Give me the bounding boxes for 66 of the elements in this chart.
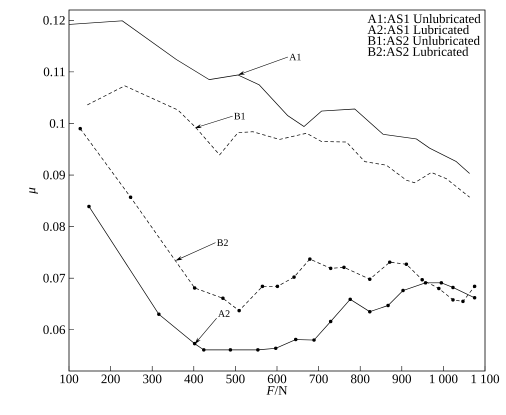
annotation: B2:AS2 Lubricated [368,46,468,56]
x-tick-label: 800 [350,374,370,384]
point [192,286,196,290]
point [348,298,352,302]
annotation: A1:AS1 Unlubricated [368,14,481,24]
annotation: A1 [289,54,301,60]
point [128,195,132,199]
point [221,296,225,300]
point [256,348,260,352]
x-tick-label: 300 [143,374,162,384]
x-tick-label: 900 [392,374,412,384]
point [328,266,332,270]
y-tick-label: 0.08 [43,222,65,232]
point [461,300,465,304]
point [78,126,82,130]
point [401,288,405,292]
point [328,320,332,324]
point [308,257,312,261]
point [437,286,441,290]
point [472,284,476,288]
x-tick-label: 1 100 [472,374,500,384]
point [228,348,232,352]
annotation: A2 [218,310,230,317]
annotation: A2:AS1 Lubricated [368,24,470,34]
y-tick-label: 0.09 [43,170,65,180]
point [260,284,264,288]
x-tick-label: 600 [268,374,286,384]
x-tick-label: 100 [60,374,78,384]
y-tick-label: 0.11 [44,67,65,76]
y-tick-label: 0.06 [43,325,66,334]
x-tick-label: 500 [226,374,245,384]
y-tick-label: 0.12 [43,16,65,25]
point [386,304,390,308]
point [420,278,424,282]
line-series [86,85,470,198]
y-tick-label: 0.07 [43,274,66,283]
point [342,266,346,270]
annotation: B1:AS2 Unlubricated [368,36,480,46]
point [237,308,241,312]
annotation: B1 [234,112,245,120]
point [276,284,280,288]
y-tick-label: 0.1 [50,119,65,128]
x-tick-label: 700 [310,374,328,384]
point [292,275,296,279]
y-axis-title: μ [29,188,38,194]
point [451,286,455,290]
annotation: B2 [217,239,228,246]
point [440,281,444,285]
x-tick-label: 200 [101,374,120,384]
point [274,346,278,350]
point [424,281,428,285]
point [472,296,476,300]
point [404,262,408,266]
x-tick-label: 400 [184,374,204,384]
point [294,338,298,342]
point [157,312,161,316]
point [87,204,91,208]
point [312,338,316,342]
x-axis-title: F/N [266,386,288,395]
point [202,348,206,352]
x-tick-label: 1 000 [430,374,458,384]
point [368,277,372,281]
point [192,342,196,346]
point [368,310,372,314]
point [451,298,455,302]
point [388,260,392,264]
